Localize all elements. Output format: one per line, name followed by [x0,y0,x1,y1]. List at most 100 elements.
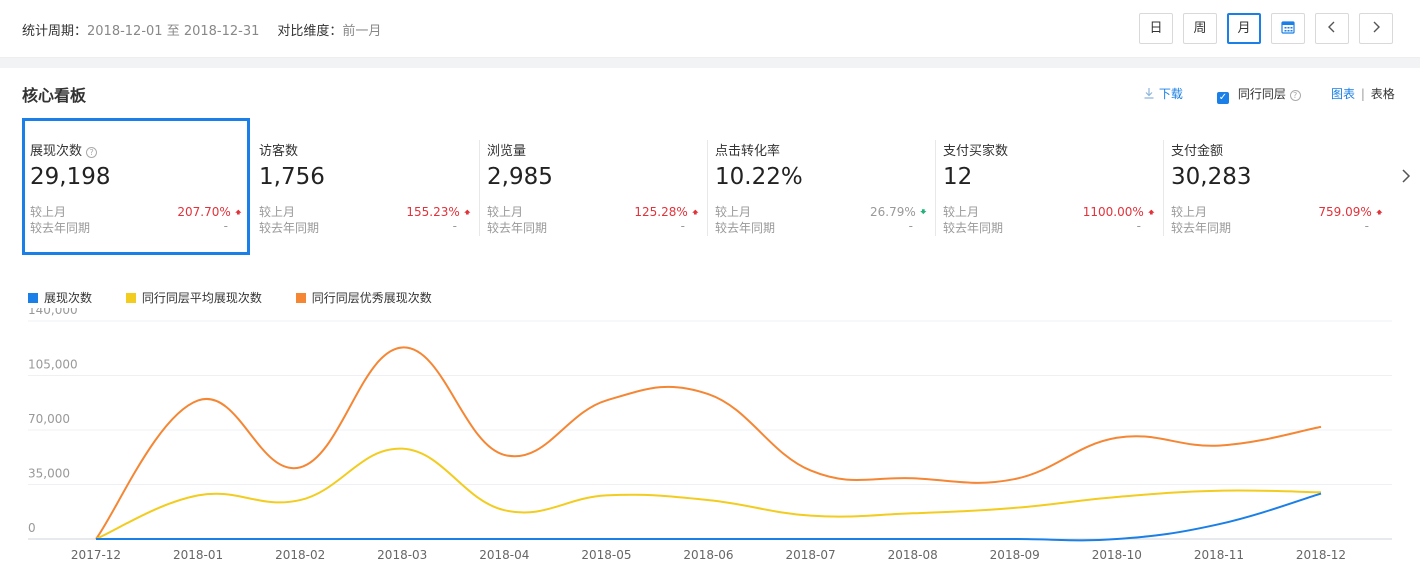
metric-value: 1,756 [259,164,325,190]
card-divider [1163,140,1164,236]
x-tick-label: 2018-04 [479,548,529,562]
peer-toggle[interactable]: ✓ 同行同层 ? [1217,85,1301,104]
x-tick-label: 2018-02 [275,548,325,562]
metric-card-paying-buyers[interactable]: 支付买家数 12 较上月 较去年同期 1100.00% 🠹 - [935,118,1163,255]
metric-yoy-change: - [908,219,913,233]
metric-mom-label: 较上月 [943,205,980,219]
x-tick-label: 2018-03 [377,548,427,562]
calendar-icon [1281,21,1295,34]
download-label: 下载 [1158,87,1183,101]
metric-yoy-label: 较去年同期 [487,221,548,235]
calendar-button[interactable] [1271,13,1305,44]
core-dashboard-panel: 核心看板 下载 ✓ 同行同层 ? 图表 | 表格 展现次数 ? 29,198 较… [0,68,1420,580]
next-period-button[interactable] [1359,13,1393,44]
metric-card-payment-amount[interactable]: 支付金额 30,283 较上月 较去年同期 759.09% 🠹 - [1163,118,1391,255]
metric-card-impressions[interactable]: 展现次数 ? 29,198 较上月 较去年同期 207.70% 🠹 - [22,118,250,255]
metric-yoy-change: - [1136,219,1141,233]
period-label: 统计周期： [22,24,88,39]
card-divider [479,140,480,236]
metric-yoy-label: 较去年同期 [259,221,320,235]
metric-card-visitors[interactable]: 访客数 1,756 较上月 较去年同期 155.23% 🠹 - [251,118,479,255]
impressions-line-chart: 0 35,000 70,000 105,000 140,000 2017-12 2018-0… [28,308,1392,562]
metric-yoy-label: 较去年同期 [715,221,776,235]
day-button[interactable]: 日 [1139,13,1173,44]
month-button[interactable]: 月 [1227,13,1261,44]
arrow-up-icon: 🠹 [1375,205,1383,219]
x-tick-label: 2018-08 [888,548,938,562]
filter-bar: 统计周期：2018-12-01 至 2018-12-31 对比维度：前一月 日 周… [0,0,1420,58]
y-tick-label: 140,000 [28,308,78,317]
period-value[interactable]: 2018-12-01 至 2018-12-31 [87,24,260,39]
metric-mom-change: 1100.00% 🠹 [1082,205,1155,219]
x-tick-label: 2018-09 [990,548,1040,562]
metric-name: 支付金额 [1171,144,1224,159]
card-divider [707,140,708,236]
metric-card-click-conversion[interactable]: 点击转化率 10.22% 较上月 较去年同期 26.79% 🠻 - [707,118,935,255]
metric-value: 30,283 [1171,164,1252,190]
arrow-up-icon: 🠹 [463,205,471,219]
compare-label: 对比维度： [277,24,343,39]
legend-item[interactable]: 展现次数 [28,289,92,306]
panel-title: 核心看板 [22,86,87,105]
help-icon[interactable]: ? [86,147,98,158]
arrow-up-icon: 🠹 [691,205,699,219]
metric-yoy-change: - [452,219,457,233]
arrow-up-icon: 🠹 [1147,205,1155,219]
series-line-2 [95,346,1322,540]
help-icon[interactable]: ? [1289,90,1301,101]
x-tick-label: 2018-07 [786,548,836,562]
metric-mom-label: 较上月 [715,205,752,219]
view-separator: | [1360,87,1365,101]
metric-value: 10.22% [715,164,803,190]
x-tick-label: 2018-10 [1092,548,1142,562]
metric-mom-change: 759.09% 🠹 [1318,205,1383,219]
metric-mom-change: 26.79% 🠻 [870,205,927,219]
metric-name: 点击转化率 [715,144,781,159]
view-chart-link[interactable]: 图表 [1331,87,1356,101]
chevron-right-icon [1373,21,1380,33]
legend-swatch [28,293,38,303]
x-tick-label: 2018-01 [173,548,223,562]
metric-value: 29,198 [30,164,111,190]
metric-mom-label: 较上月 [259,205,296,219]
section-gap [0,58,1420,68]
chevron-right-icon [1402,169,1411,183]
cards-next-button[interactable] [1400,166,1416,190]
metric-yoy-change: - [680,219,685,233]
download-button[interactable]: 下载 [1143,85,1183,102]
metric-value: 2,985 [487,164,553,190]
view-table-link[interactable]: 表格 [1370,87,1395,101]
y-tick-label: 35,000 [28,467,70,481]
arrow-down-icon: 🠻 [919,205,927,219]
y-tick-label: 70,000 [28,412,70,426]
metric-card-pageviews[interactable]: 浏览量 2,985 较上月 较去年同期 125.28% 🠹 - [479,118,707,255]
legend-swatch [295,293,306,303]
metric-yoy-label: 较去年同期 [1171,221,1232,235]
metric-mom-change: 155.23% 🠹 [406,205,471,219]
period-info: 统计周期：2018-12-01 至 2018-12-31 对比维度：前一月 [22,20,381,39]
series-line-0 [96,492,1322,542]
week-button[interactable]: 周 [1183,13,1217,44]
metric-value: 12 [943,164,973,190]
card-divider [935,140,936,236]
x-tick-label: 2018-11 [1194,548,1244,562]
view-switch: 图表 | 表格 [1331,85,1395,102]
x-tick-label: 2018-12 [1296,548,1346,562]
checkbox-checked-icon[interactable]: ✓ [1217,92,1229,104]
legend-item[interactable]: 同行同层平均展现次数 [125,289,262,306]
metric-mom-label: 较上月 [487,205,524,219]
prev-period-button[interactable] [1315,13,1349,44]
compare-value[interactable]: 前一月 [342,24,382,39]
x-tick-label: 2017-12 [71,548,121,562]
peer-toggle-label: 同行同层 [1237,87,1286,101]
metric-name: 浏览量 [487,144,527,159]
metric-mom-label: 较上月 [30,205,67,219]
metric-name: 支付买家数 [943,144,1009,159]
metric-mom-label: 较上月 [1171,205,1208,219]
chevron-left-icon [1328,21,1335,33]
metric-yoy-label: 较去年同期 [30,221,91,235]
metric-yoy-change: - [1364,219,1369,233]
y-tick-label: 0 [28,521,36,535]
legend-item[interactable]: 同行同层优秀展现次数 [295,289,432,306]
download-icon [1144,88,1154,99]
